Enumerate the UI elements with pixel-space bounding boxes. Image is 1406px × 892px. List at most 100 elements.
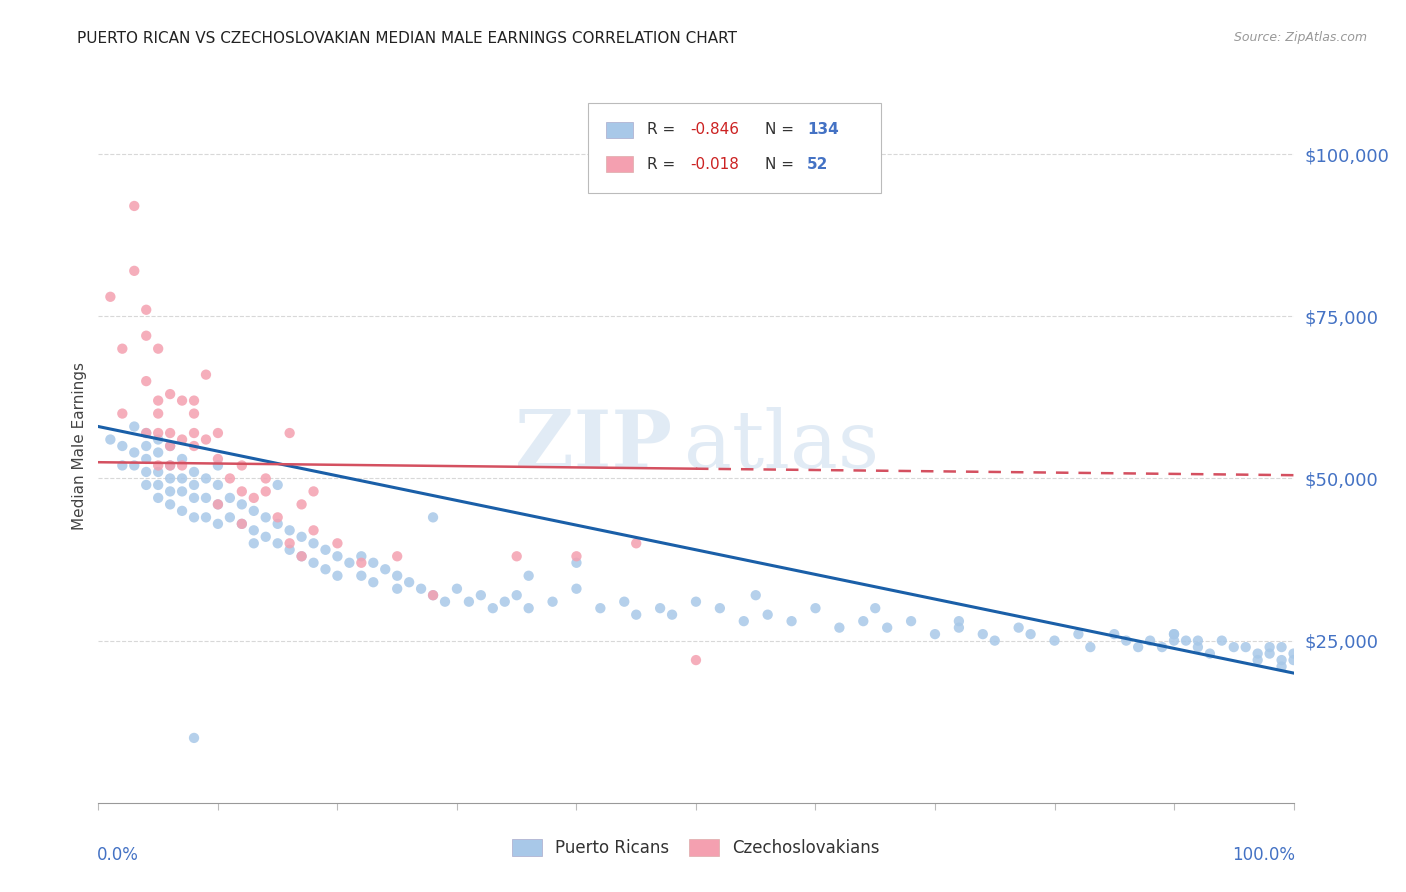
Point — [685, 595, 707, 609]
Point — [315, 542, 337, 557]
Point — [972, 627, 994, 641]
Point — [876, 621, 898, 635]
Point — [278, 536, 301, 550]
Point — [685, 653, 707, 667]
Text: R =: R = — [647, 122, 681, 137]
Text: 52: 52 — [807, 157, 828, 171]
Point — [148, 478, 170, 492]
Point — [278, 425, 301, 440]
Point — [517, 568, 540, 582]
FancyBboxPatch shape — [606, 122, 633, 137]
Point — [1163, 627, 1185, 641]
Point — [254, 510, 277, 524]
Point — [648, 601, 672, 615]
Point — [219, 471, 242, 485]
Point — [148, 407, 170, 421]
Point — [1067, 627, 1090, 641]
Point — [302, 524, 325, 538]
Point — [1008, 621, 1031, 635]
Point — [1258, 647, 1281, 661]
Text: atlas: atlas — [685, 407, 879, 485]
Point — [135, 452, 157, 467]
Point — [243, 536, 266, 550]
Point — [267, 516, 290, 531]
Point — [183, 439, 205, 453]
Point — [900, 614, 922, 628]
Text: N =: N = — [765, 122, 799, 137]
Point — [326, 536, 349, 550]
Point — [278, 542, 301, 557]
Point — [434, 595, 457, 609]
Point — [1163, 627, 1185, 641]
Y-axis label: Median Male Earnings: Median Male Earnings — [72, 362, 87, 530]
Point — [828, 621, 851, 635]
Point — [172, 471, 194, 485]
Point — [148, 425, 170, 440]
Text: 134: 134 — [807, 122, 839, 137]
Point — [339, 556, 361, 570]
Point — [422, 510, 444, 524]
Point — [172, 484, 194, 499]
Point — [231, 484, 253, 499]
Point — [398, 575, 420, 590]
Point — [1199, 647, 1222, 661]
Text: ZIP: ZIP — [515, 407, 672, 485]
Point — [231, 497, 253, 511]
Point — [159, 387, 181, 401]
Point — [506, 549, 529, 564]
Point — [481, 601, 505, 615]
Point — [1175, 633, 1198, 648]
Point — [326, 549, 349, 564]
Point — [1282, 647, 1305, 661]
Point — [422, 588, 444, 602]
Point — [446, 582, 468, 596]
Point — [350, 556, 373, 570]
Point — [172, 458, 194, 473]
Point — [231, 516, 253, 531]
Point — [302, 556, 325, 570]
Point — [948, 614, 970, 628]
Point — [111, 407, 134, 421]
Point — [278, 524, 301, 538]
Point — [302, 484, 325, 499]
Point — [207, 516, 229, 531]
Point — [350, 549, 373, 564]
Point — [541, 595, 564, 609]
Point — [183, 510, 205, 524]
Point — [1128, 640, 1150, 654]
Point — [148, 491, 170, 505]
Legend: Puerto Ricans, Czechoslovakians: Puerto Ricans, Czechoslovakians — [506, 834, 886, 863]
Point — [195, 491, 218, 505]
Point — [207, 452, 229, 467]
Point — [1187, 640, 1209, 654]
Point — [159, 458, 181, 473]
Point — [804, 601, 827, 615]
Point — [183, 407, 205, 421]
Point — [135, 425, 157, 440]
Point — [422, 588, 444, 602]
Text: R =: R = — [647, 157, 681, 171]
Point — [159, 471, 181, 485]
Point — [98, 433, 122, 447]
Point — [1019, 627, 1042, 641]
Point — [1104, 627, 1126, 641]
Point — [506, 588, 529, 602]
Point — [148, 458, 170, 473]
Point — [135, 328, 157, 343]
Point — [148, 465, 170, 479]
Text: Source: ZipAtlas.com: Source: ZipAtlas.com — [1233, 31, 1367, 45]
Point — [195, 471, 218, 485]
Point — [733, 614, 755, 628]
Point — [470, 588, 492, 602]
Point — [1152, 640, 1174, 654]
Point — [207, 458, 229, 473]
Point — [183, 425, 205, 440]
Point — [111, 342, 134, 356]
Point — [385, 549, 409, 564]
Text: -0.018: -0.018 — [690, 157, 740, 171]
Point — [1247, 647, 1270, 661]
Point — [243, 491, 266, 505]
Point — [411, 582, 433, 596]
Text: -0.846: -0.846 — [690, 122, 740, 137]
Point — [183, 491, 205, 505]
